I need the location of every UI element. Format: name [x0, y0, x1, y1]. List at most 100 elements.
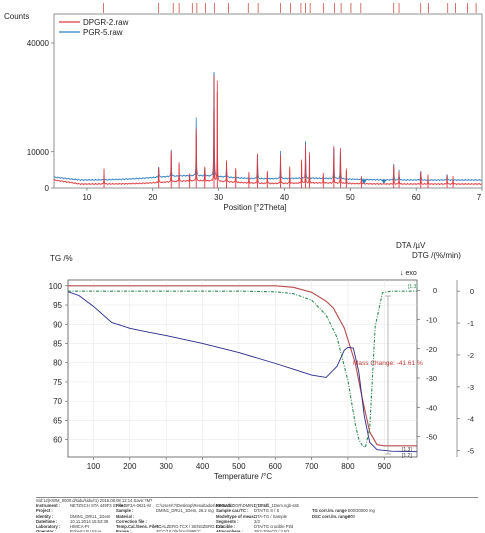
- xrd-chart: Counts 0 10000 40000 10 20 30 40 50 60 7 DPGR-2.…: [4, 3, 483, 212]
- metadata-value: DTA/TG S / S: [254, 508, 280, 514]
- ta-plot-frame: [67, 279, 418, 458]
- legend-label-dpgr2: DPGR-2.raw: [83, 18, 129, 27]
- x-tick-label-2: 30: [214, 193, 223, 202]
- tg-tick-label-1: 65: [53, 416, 62, 425]
- minor-marker-1: [381, 180, 387, 184]
- ta-x-tick-layer: 100 200 300 400 500 600 700 800 900: [87, 457, 392, 471]
- metadata-key: Sample car./TC :: [216, 508, 249, 514]
- dta-axis-title: DTA /µV: [396, 241, 426, 250]
- tg-axis-title: TG /%: [50, 254, 73, 263]
- dtg-tick-label-5: -5: [467, 447, 474, 456]
- metadata-key: Mode/type of meas. :: [216, 513, 258, 519]
- x-tick-label-5: 60: [412, 193, 421, 202]
- xrd-plot-frame: [53, 13, 483, 189]
- ta-x-tick-label-0: 100: [87, 462, 101, 471]
- dta-tick-layer: 0 -10 -20 -30 -40 -50: [417, 286, 437, 442]
- mass-change-label: Mass Change: -41.61 %: [353, 360, 423, 367]
- series-layer: [53, 71, 483, 188]
- dta-tick-label-4: -40: [426, 403, 437, 412]
- dta-tick-label-1: -10: [426, 315, 437, 324]
- dta-tick-label-0: 0: [433, 286, 437, 295]
- metadata-key: Correction file :: [116, 518, 147, 524]
- exo-indicator: ↓ exo: [400, 270, 417, 277]
- metadata-row: Instrument : NETZSCH STA 449F3 STA449F3A-…: [36, 503, 478, 508]
- metadata-key: Material :: [116, 513, 135, 519]
- tg-tick-label-2: 70: [53, 397, 62, 406]
- metadata-key: Instrument :: [36, 503, 61, 509]
- metadata-value: TCALZERO.TCX / SENSZERO.EXX: [156, 523, 224, 529]
- curve-label-1-3: [1.3]: [402, 447, 412, 453]
- ta-series-layer: [67, 285, 418, 453]
- dtg-tick-label-0: 0: [470, 287, 474, 296]
- ta-x-axis-label: Temperature /°C: [214, 472, 273, 481]
- metadata-value: 000/30000 mg: [348, 508, 375, 514]
- x-tick-label-4: 50: [346, 193, 355, 202]
- metadata-key: File :: [116, 503, 126, 509]
- metadata-key: Temp.Cal./Sens. Files :: [116, 523, 162, 529]
- dta-tick-label-5: -50: [426, 433, 437, 442]
- ta-x-tick-label-2: 300: [159, 462, 173, 471]
- metadata-key: Remark :: [216, 503, 234, 509]
- metadata-key: TG corr./m. range :: [312, 508, 350, 514]
- dta-tick-label-2: -20: [426, 345, 437, 354]
- legend: DPGR-2.raw PGR-5.raw: [59, 18, 129, 37]
- metadata-value: 000: [348, 513, 355, 519]
- x-tick-label-1: 20: [148, 193, 157, 202]
- x-tick-label-0: 10: [82, 193, 91, 202]
- curve-label-1-2: [1.2]: [402, 453, 412, 459]
- metadata-key: Laboratory :: [36, 523, 61, 529]
- x-tick-layer: 10 20 30 40 50 60 7: [82, 188, 483, 202]
- tg-tick-label-6: 90: [53, 320, 62, 329]
- metadata-value: ?N2-20%O2 / ? N2: [254, 529, 290, 532]
- x-tick-label-3: 40: [280, 193, 289, 202]
- metadata-key: Segments :: [216, 518, 239, 524]
- y-tick-label-2: 40000: [27, 39, 50, 48]
- metadata-value: DTA/TG crucible Pt/d: [254, 523, 294, 529]
- metadata-key: Project :: [36, 508, 53, 514]
- dtg-tick-label-3: -3: [467, 383, 474, 392]
- ta-grid-layer: [68, 280, 417, 457]
- metadata-row: Laboratory : HIMCA-PI Temp.Cal./Sens. File…: [36, 524, 478, 529]
- ta-x-tick-label-8: 900: [378, 462, 392, 471]
- ta-x-tick-label-4: 500: [232, 462, 246, 471]
- tg-tick-label-0: 60: [53, 436, 62, 445]
- metadata-key: Range :: [116, 529, 132, 532]
- x-tick-label-6: 7: [477, 193, 482, 202]
- metadata-header: Sid:12(KWM_0000 d/sidu/sidu/r1) 2015.08.…: [36, 498, 153, 503]
- series-line-dtg: [68, 290, 417, 449]
- curve-label-dtg: [1.3]: [408, 284, 418, 290]
- ta-x-tick-label-3: 400: [196, 462, 210, 471]
- y-tick-label-0: 0: [45, 184, 50, 193]
- metadata-value: Roberto P Urzua: [70, 529, 102, 532]
- instrument-metadata-panel: Sid:12(KWM_0000 d/sidu/sidu/r1) 2015.08.…: [36, 497, 478, 532]
- metadata-value: DTA-TG / Sample: [254, 513, 287, 519]
- dtg-tick-layer: 0 -1 -2 -3 -4 -5: [456, 280, 474, 457]
- ta-x-tick-label-6: 700: [305, 462, 319, 471]
- ta-x-tick-label-7: 800: [341, 462, 355, 471]
- metadata-key: Atmosphere :: [216, 529, 243, 532]
- metadata-key: Crucible :: [216, 523, 236, 529]
- dtg-axis-title: DTG /(%/min): [412, 251, 461, 260]
- metadata-value: 10.11.2014 15:53:39: [70, 518, 109, 524]
- y-tick-label-1: 10000: [27, 148, 50, 157]
- xrd-y-axis-label: Counts: [4, 12, 29, 21]
- tg-tick-label-7: 95: [53, 301, 62, 310]
- minor-marker-layer: [361, 180, 387, 184]
- metadata-key: DSC corr./m. range :: [312, 513, 353, 519]
- y-tick-layer: 0 10000 40000: [27, 39, 54, 193]
- metadata-key: Sample :: [116, 508, 134, 514]
- tg-tick-label-3: 75: [53, 378, 62, 387]
- tg-tick-layer: 60 65 70 75 80 85 90 95 100: [49, 282, 68, 445]
- metadata-value: 2/3: [254, 518, 260, 524]
- metadata-table: Instrument : NETZSCH STA 449F3 STA449F3A-…: [36, 503, 478, 532]
- metadata-value: DMIN1_DRU1_1Dem, 26.2 mg: [156, 508, 214, 514]
- metadata-value: HIMCA-PI: [70, 523, 89, 529]
- minor-marker-0: [361, 180, 367, 184]
- metadata-value: DTC off: [254, 503, 269, 509]
- dtg-tick-label-4: -4: [467, 415, 474, 424]
- metadata-key: Date/time :: [36, 518, 58, 524]
- metadata-value: NETZSCH STA 449F3 STA449F3A-0621-M: [70, 503, 151, 509]
- xrd-x-axis-label: Position [°2Theta]: [223, 203, 286, 212]
- dta-tick-label-3: -30: [426, 374, 437, 383]
